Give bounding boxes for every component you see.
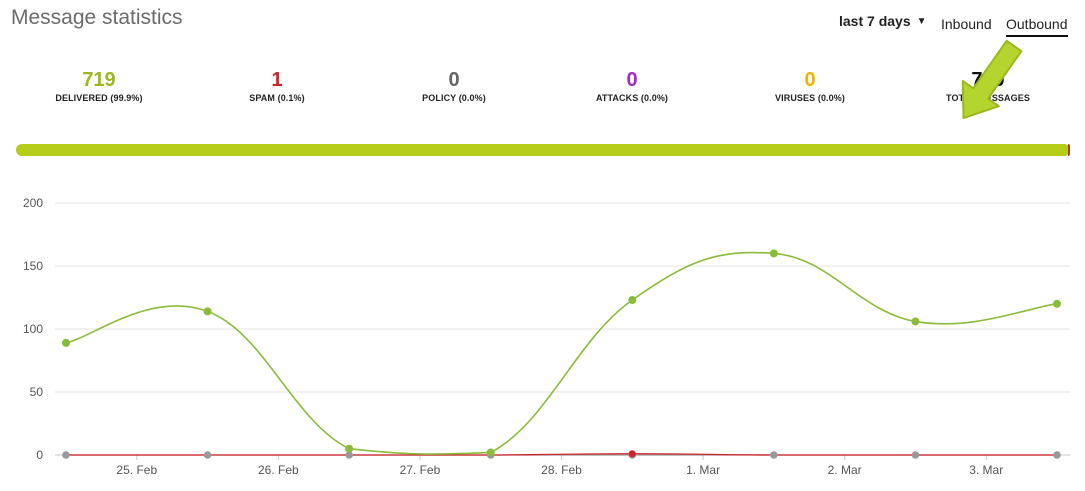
stat-attacks: 0 ATTACKS (0.0%) <box>552 68 712 103</box>
x-tick-label: 3. Mar <box>969 463 1003 477</box>
stat-label: VIRUSES (0.0%) <box>775 93 845 103</box>
data-point-other <box>62 451 70 459</box>
data-point-other <box>911 451 920 459</box>
data-point-spam <box>628 450 636 458</box>
stat-value: 719 <box>82 69 116 91</box>
stat-label: SPAM (0.1%) <box>249 93 305 103</box>
stat-value: 1 <box>271 69 283 91</box>
stat-value: 0 <box>626 69 638 91</box>
data-point-delivered <box>1053 299 1061 308</box>
data-point-delivered <box>911 317 920 326</box>
data-point-delivered <box>62 338 70 347</box>
x-tick-label: 25. Feb <box>116 463 157 477</box>
data-point-delivered <box>628 296 637 305</box>
x-tick-label: 1. Mar <box>686 463 720 477</box>
data-point-delivered <box>203 307 212 316</box>
x-tick-label: 27. Feb <box>400 463 441 477</box>
data-point-delivered <box>486 448 495 457</box>
stat-label: ATTACKS (0.0%) <box>595 93 669 103</box>
data-point-other <box>345 451 353 459</box>
spam-ratio-segment <box>1068 144 1070 156</box>
delivery-ratio-bar <box>16 144 1070 156</box>
page-title: Message statistics <box>11 6 183 29</box>
y-tick-label: 100 <box>23 322 43 336</box>
stat-label: DELIVERED (99.9%) <box>55 93 143 103</box>
y-tick-label: 200 <box>23 196 43 210</box>
y-tick-label: 0 <box>36 448 43 462</box>
stat-value: 0 <box>448 69 460 91</box>
x-tick-label: 26. Feb <box>258 463 299 477</box>
stat-policy: 0 POLICY (0.0%) <box>374 68 534 103</box>
stat-value: 0 <box>804 69 816 91</box>
date-range-dropdown[interactable]: last 7 days ▼ <box>839 13 927 29</box>
tab-inbound[interactable]: Inbound <box>941 16 992 32</box>
data-point-other <box>770 451 778 459</box>
stat-viruses: 0 VIRUSES (0.0%) <box>730 68 890 103</box>
x-tick-label: 28. Feb <box>541 463 582 477</box>
date-range-label: last 7 days <box>839 13 911 29</box>
y-tick-label: 50 <box>30 385 44 399</box>
data-point-other <box>1053 451 1061 459</box>
series-line-delivered <box>65 251 1058 455</box>
y-tick-label: 150 <box>23 259 43 273</box>
series-line-spam <box>65 453 1057 456</box>
stat-delivered: 719 DELIVERED (99.9%) <box>19 68 179 103</box>
stat-label: POLICY (0.0%) <box>422 93 486 103</box>
x-tick-label: 2. Mar <box>828 463 862 477</box>
tab-outbound[interactable]: Outbound <box>1006 16 1068 37</box>
stat-spam: 1 SPAM (0.1%) <box>197 68 357 103</box>
data-point-other <box>203 451 212 459</box>
data-point-delivered <box>769 249 778 258</box>
caret-down-icon: ▼ <box>916 15 927 27</box>
data-point-delivered <box>345 444 354 453</box>
